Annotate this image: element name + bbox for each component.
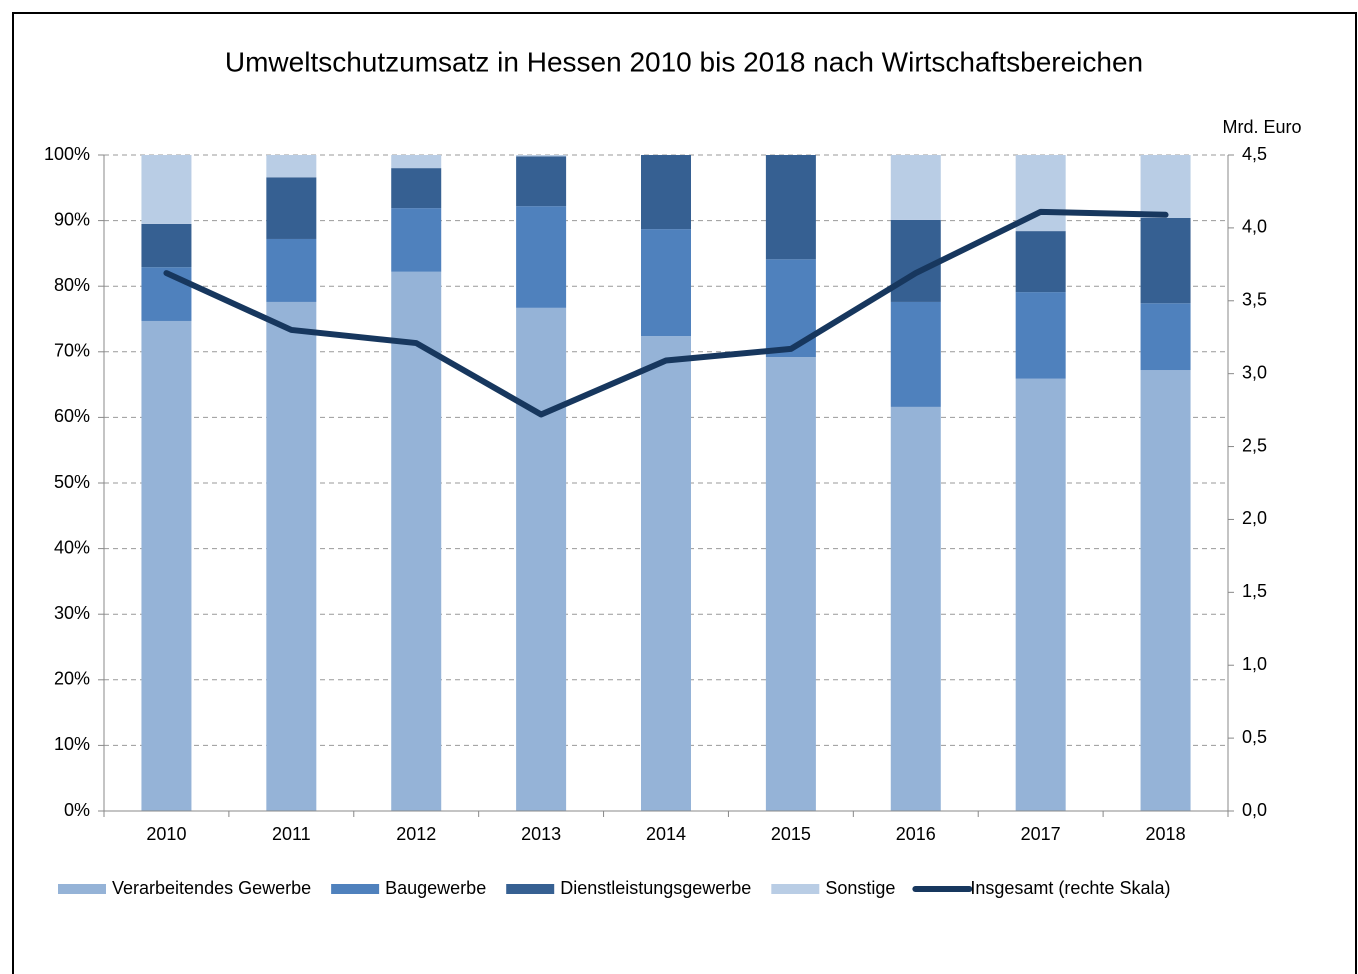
bar-segment [765, 259, 816, 358]
y-tick-label: 50% [54, 472, 90, 492]
bar-segment [1140, 303, 1191, 371]
y2-axis-label: Mrd. Euro [1222, 117, 1301, 137]
bar-segment [890, 219, 941, 302]
bar-segment [391, 208, 442, 272]
x-tick-label: 2017 [1021, 824, 1061, 844]
x-tick-label: 2014 [646, 824, 686, 844]
bar-segment [1140, 217, 1191, 304]
y2-tick-label: 3,0 [1242, 362, 1267, 382]
bar-segment [1015, 378, 1066, 811]
bar-segment [141, 223, 192, 268]
bar-segment [516, 156, 567, 207]
bar-segment [516, 155, 567, 157]
y-tick-label: 40% [54, 537, 90, 557]
y-tick-label: 10% [54, 734, 90, 754]
x-tick-label: 2016 [896, 824, 936, 844]
x-tick-label: 2012 [396, 824, 436, 844]
y-tick-label: 30% [54, 603, 90, 623]
y2-tick-label: 1,0 [1242, 654, 1267, 674]
y2-tick-label: 2,0 [1242, 508, 1267, 528]
line [163, 208, 1169, 418]
bar-segment [890, 301, 941, 407]
y2-tick-label: 0,0 [1242, 800, 1267, 820]
bar-segment [1015, 292, 1066, 379]
legend-swatch [331, 884, 380, 894]
legend-label: Insgesamt (rechte Skala) [970, 878, 1170, 898]
y2-tick-label: 4,5 [1242, 144, 1267, 164]
bar-segment [1015, 231, 1066, 293]
legend-label: Verarbeitendes Gewerbe [112, 878, 311, 898]
y-tick-label: 70% [54, 341, 90, 361]
bar-segment [266, 155, 317, 178]
legend-swatch [771, 884, 820, 894]
legend-label: Baugewerbe [385, 878, 486, 898]
bar-segment [1140, 370, 1191, 811]
y2-tick-label: 1,5 [1242, 581, 1267, 601]
y2-tick-label: 2,5 [1242, 435, 1267, 455]
y2-tick-label: 3,5 [1242, 290, 1267, 310]
bar-segment [266, 238, 317, 302]
bar-segment [890, 155, 941, 220]
bar-segment [266, 301, 317, 811]
y2-tick-label: 4,0 [1242, 217, 1267, 237]
y-tick-label: 60% [54, 406, 90, 426]
bar-segment [141, 320, 192, 811]
bar-segment [641, 336, 691, 811]
x-tick-label: 2018 [1146, 824, 1186, 844]
bar-segment [641, 229, 691, 337]
legend-label: Dienstleistungsgewerbe [560, 878, 751, 898]
y2-tick-label: 0,5 [1242, 727, 1267, 747]
y-tick-label: 80% [54, 275, 90, 295]
legend-swatch [58, 884, 106, 894]
bar-segment [516, 206, 567, 308]
bar-segment [391, 155, 442, 169]
bar-segment [1140, 155, 1191, 218]
x-tick-label: 2010 [146, 824, 186, 844]
bar-segment [516, 307, 567, 811]
x-tick-label: 2015 [771, 824, 811, 844]
bar-segment [391, 168, 442, 209]
y-tick-label: 0% [64, 800, 90, 820]
bar-segment [641, 155, 691, 230]
bar-segment [391, 271, 442, 811]
bar-segment [890, 406, 941, 811]
y-tick-label: 90% [54, 209, 90, 229]
bar-segment [266, 177, 317, 239]
y-tick-label: 20% [54, 669, 90, 689]
bar-segment [765, 155, 816, 260]
legend-swatch [506, 884, 555, 894]
legend-label: Sonstige [825, 878, 895, 898]
frame [12, 12, 1357, 974]
bar-segment [765, 357, 816, 811]
chart-title: Umweltschutzumsatz in Hessen 2010 bis 20… [225, 46, 1143, 77]
y-tick-label: 100% [44, 144, 90, 164]
x-tick-label: 2011 [272, 824, 311, 844]
bar-segment [141, 155, 192, 224]
x-tick-label: 2013 [521, 824, 561, 844]
